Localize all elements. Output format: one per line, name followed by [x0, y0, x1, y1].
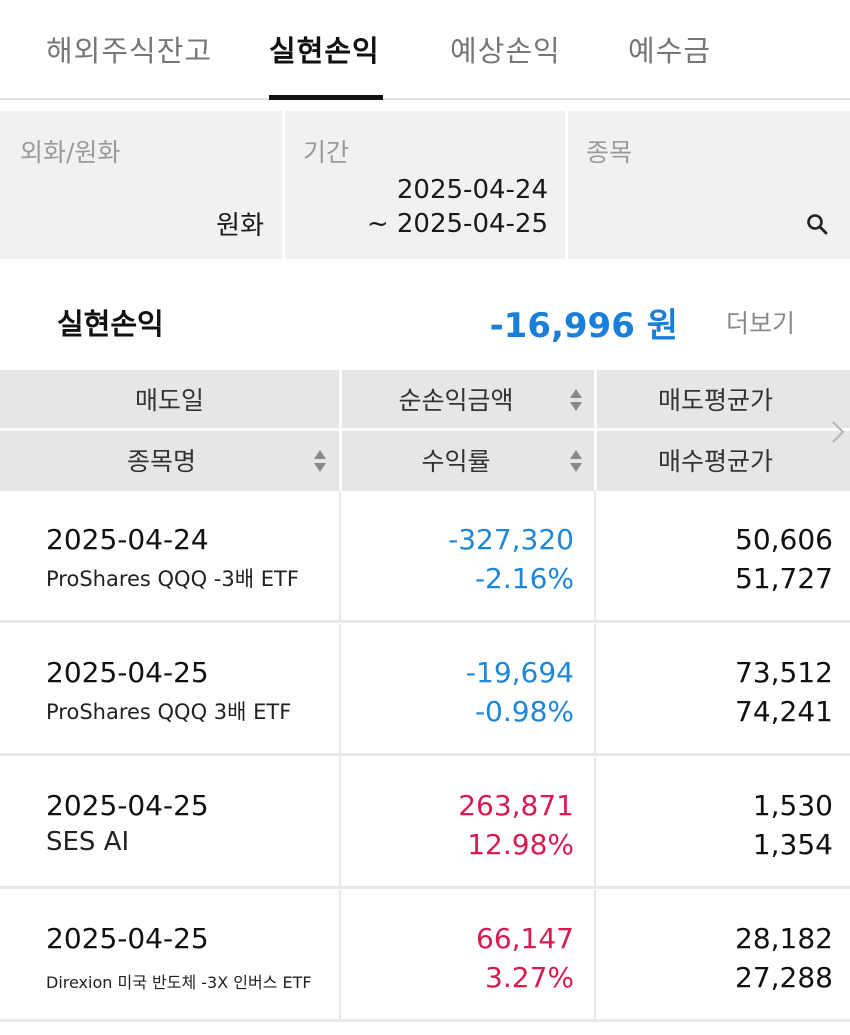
net-profit: -327,320 — [448, 523, 574, 556]
row-divider — [594, 890, 596, 1020]
return-rate: -0.98% — [474, 695, 574, 728]
period-filter-label: 기간 — [303, 138, 350, 167]
period-to-value: ~ 2025-04-25 — [366, 209, 548, 239]
buy-avg-price: 51,727 — [735, 562, 833, 595]
header-stock-name[interactable]: 종목명 — [0, 431, 339, 489]
net-profit: 66,147 — [476, 922, 574, 955]
sell-date: 2025-04-24 — [46, 523, 209, 556]
tab-expected-pl[interactable]: 예상손익 — [450, 34, 561, 68]
header-return-rate[interactable]: 수익률 — [342, 431, 594, 489]
table-row[interactable]: 2025-04-25 SES AI 263,871 12.98% 1,530 1… — [0, 757, 850, 889]
table-row[interactable]: 2025-04-25 ProShares QQQ 3배 ETF -19,694 … — [0, 624, 850, 756]
tab-bar: 해외주식잔고 실현손익 예상손익 예수금 — [0, 0, 850, 100]
sell-avg-price: 28,182 — [735, 922, 833, 955]
filter-divider — [282, 111, 285, 259]
row-divider — [339, 757, 341, 887]
currency-filter-value: 원화 — [216, 211, 264, 241]
header-stock-name-label: 종목명 — [126, 447, 196, 476]
stock-filter[interactable]: 종목 — [568, 111, 850, 259]
summary-label: 실현손익 — [57, 307, 164, 341]
table-header: 매도일 순손익금액 매도평균가 종목명 수익률 매수평균가 — [0, 370, 850, 491]
stock-name: ProShares QQQ 3배 ETF — [46, 700, 292, 724]
header-buy-avg: 매수평균가 — [657, 447, 773, 476]
tab-realized-pl[interactable]: 실현손익 — [269, 34, 380, 68]
sell-date: 2025-04-25 — [46, 922, 209, 955]
table-row[interactable]: 2025-04-25 Direxion 미국 반도체 -3X 인버스 ETF 6… — [0, 890, 850, 1022]
stock-name: SES AI — [46, 827, 130, 857]
return-rate: 12.98% — [467, 828, 574, 861]
row-divider — [594, 491, 596, 621]
filter-panel: 외화/원화 원화 기간 2025-04-24 ~ 2025-04-25 종목 — [0, 111, 850, 259]
return-rate: 3.27% — [485, 961, 574, 994]
header-net-profit[interactable]: 순손익금액 — [342, 370, 594, 428]
buy-avg-price: 74,241 — [735, 695, 833, 728]
active-tab-indicator — [269, 95, 383, 100]
sell-date: 2025-04-25 — [46, 789, 209, 822]
period-filter[interactable]: 기간 2025-04-24 ~ 2025-04-25 — [285, 111, 565, 259]
chevron-right-icon[interactable] — [830, 419, 846, 445]
header-sell-date: 매도일 — [134, 386, 204, 415]
row-divider — [339, 890, 341, 1020]
summary-value: -16,996 원 — [489, 306, 678, 346]
sell-avg-price: 73,512 — [735, 656, 833, 689]
table-row[interactable]: 2025-04-24 ProShares QQQ -3배 ETF -327,32… — [0, 491, 850, 623]
row-divider — [339, 491, 341, 621]
net-profit: 263,871 — [458, 789, 574, 822]
row-divider — [594, 624, 596, 754]
row-divider — [339, 624, 341, 754]
sort-icon[interactable] — [313, 448, 327, 474]
sort-icon[interactable] — [569, 387, 583, 413]
stock-name: ProShares QQQ -3배 ETF — [46, 567, 299, 591]
stock-filter-label: 종목 — [586, 138, 633, 167]
currency-filter[interactable]: 외화/원화 원화 — [0, 111, 282, 259]
search-icon[interactable] — [805, 212, 829, 236]
net-profit: -19,694 — [465, 656, 574, 689]
header-sell-avg: 매도평균가 — [657, 386, 773, 415]
more-button[interactable]: 더보기 — [726, 309, 796, 338]
sell-avg-price: 50,606 — [735, 523, 833, 556]
filter-divider — [565, 111, 568, 259]
stock-name: Direxion 미국 반도체 -3X 인버스 ETF — [46, 973, 312, 992]
currency-filter-label: 외화/원화 — [20, 138, 121, 167]
sell-date: 2025-04-25 — [46, 656, 209, 689]
tab-overseas-balance[interactable]: 해외주식잔고 — [46, 34, 213, 68]
header-net-profit-label: 순손익금액 — [398, 386, 514, 415]
return-rate: -2.16% — [474, 562, 574, 595]
period-from-value: 2025-04-24 — [396, 175, 548, 205]
buy-avg-price: 27,288 — [735, 961, 833, 994]
buy-avg-price: 1,354 — [752, 828, 833, 861]
header-divider — [0, 428, 850, 431]
header-return-rate-label: 수익률 — [421, 447, 491, 476]
sell-avg-price: 1,530 — [752, 789, 833, 822]
row-divider — [594, 757, 596, 887]
tab-deposit[interactable]: 예수금 — [628, 34, 712, 68]
sort-icon[interactable] — [569, 448, 583, 474]
